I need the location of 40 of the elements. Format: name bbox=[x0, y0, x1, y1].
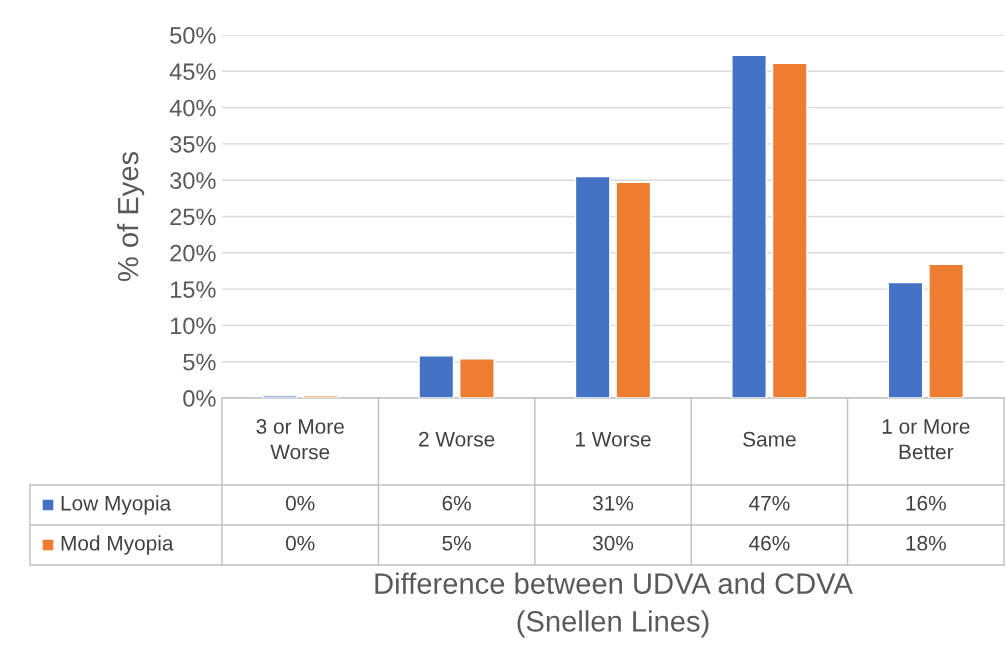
bar bbox=[887, 281, 924, 398]
x-tick-label: 3 or More Worse bbox=[256, 419, 344, 460]
y-tick-label: 50% bbox=[170, 27, 216, 44]
data-label: 18% bbox=[906, 535, 946, 551]
y-tick-label: 20% bbox=[170, 244, 216, 262]
bar bbox=[771, 62, 808, 398]
bar bbox=[261, 395, 298, 398]
y-axis-title: % of Eyes bbox=[117, 151, 145, 282]
y-tick-label: 35% bbox=[170, 135, 216, 153]
bar bbox=[418, 355, 455, 398]
data-label: 30% bbox=[592, 535, 634, 551]
bar bbox=[731, 54, 767, 398]
bar bbox=[574, 175, 611, 398]
x-tick-label: 1 Worse bbox=[575, 432, 651, 447]
y-tick-label: 40% bbox=[169, 99, 216, 117]
bar bbox=[459, 358, 495, 398]
legend-label: Low Myopia bbox=[61, 495, 172, 515]
y-tick-label: 10% bbox=[170, 317, 216, 335]
x-tick-label: 2 Worse bbox=[419, 431, 495, 447]
x-tick-label: 1 or More Better bbox=[882, 419, 970, 460]
data-label: 46% bbox=[749, 535, 790, 551]
data-label: 31% bbox=[592, 495, 634, 511]
bar bbox=[302, 395, 339, 398]
data-label: 0% bbox=[285, 535, 315, 551]
y-tick-label: 0% bbox=[183, 390, 216, 407]
legend-label: Mod Myopia bbox=[61, 535, 174, 555]
data-label: 6% bbox=[442, 495, 471, 511]
bar bbox=[615, 181, 652, 398]
bar bbox=[928, 263, 965, 398]
data-label: 5% bbox=[442, 535, 471, 551]
y-tick-label: 45% bbox=[169, 63, 216, 81]
data-label: 16% bbox=[906, 495, 946, 511]
y-tick-label: 15% bbox=[170, 281, 216, 298]
x-axis-title: Difference between UDVA and CDVA (Snellen Lines) bbox=[375, 572, 853, 638]
y-tick-label: 30% bbox=[170, 172, 216, 189]
y-tick-label: 5% bbox=[183, 353, 216, 371]
data-label: 47% bbox=[749, 495, 790, 511]
x-tick-label: Same bbox=[743, 431, 796, 447]
y-tick-label: 25% bbox=[170, 208, 216, 226]
data-label: 0% bbox=[285, 495, 315, 511]
